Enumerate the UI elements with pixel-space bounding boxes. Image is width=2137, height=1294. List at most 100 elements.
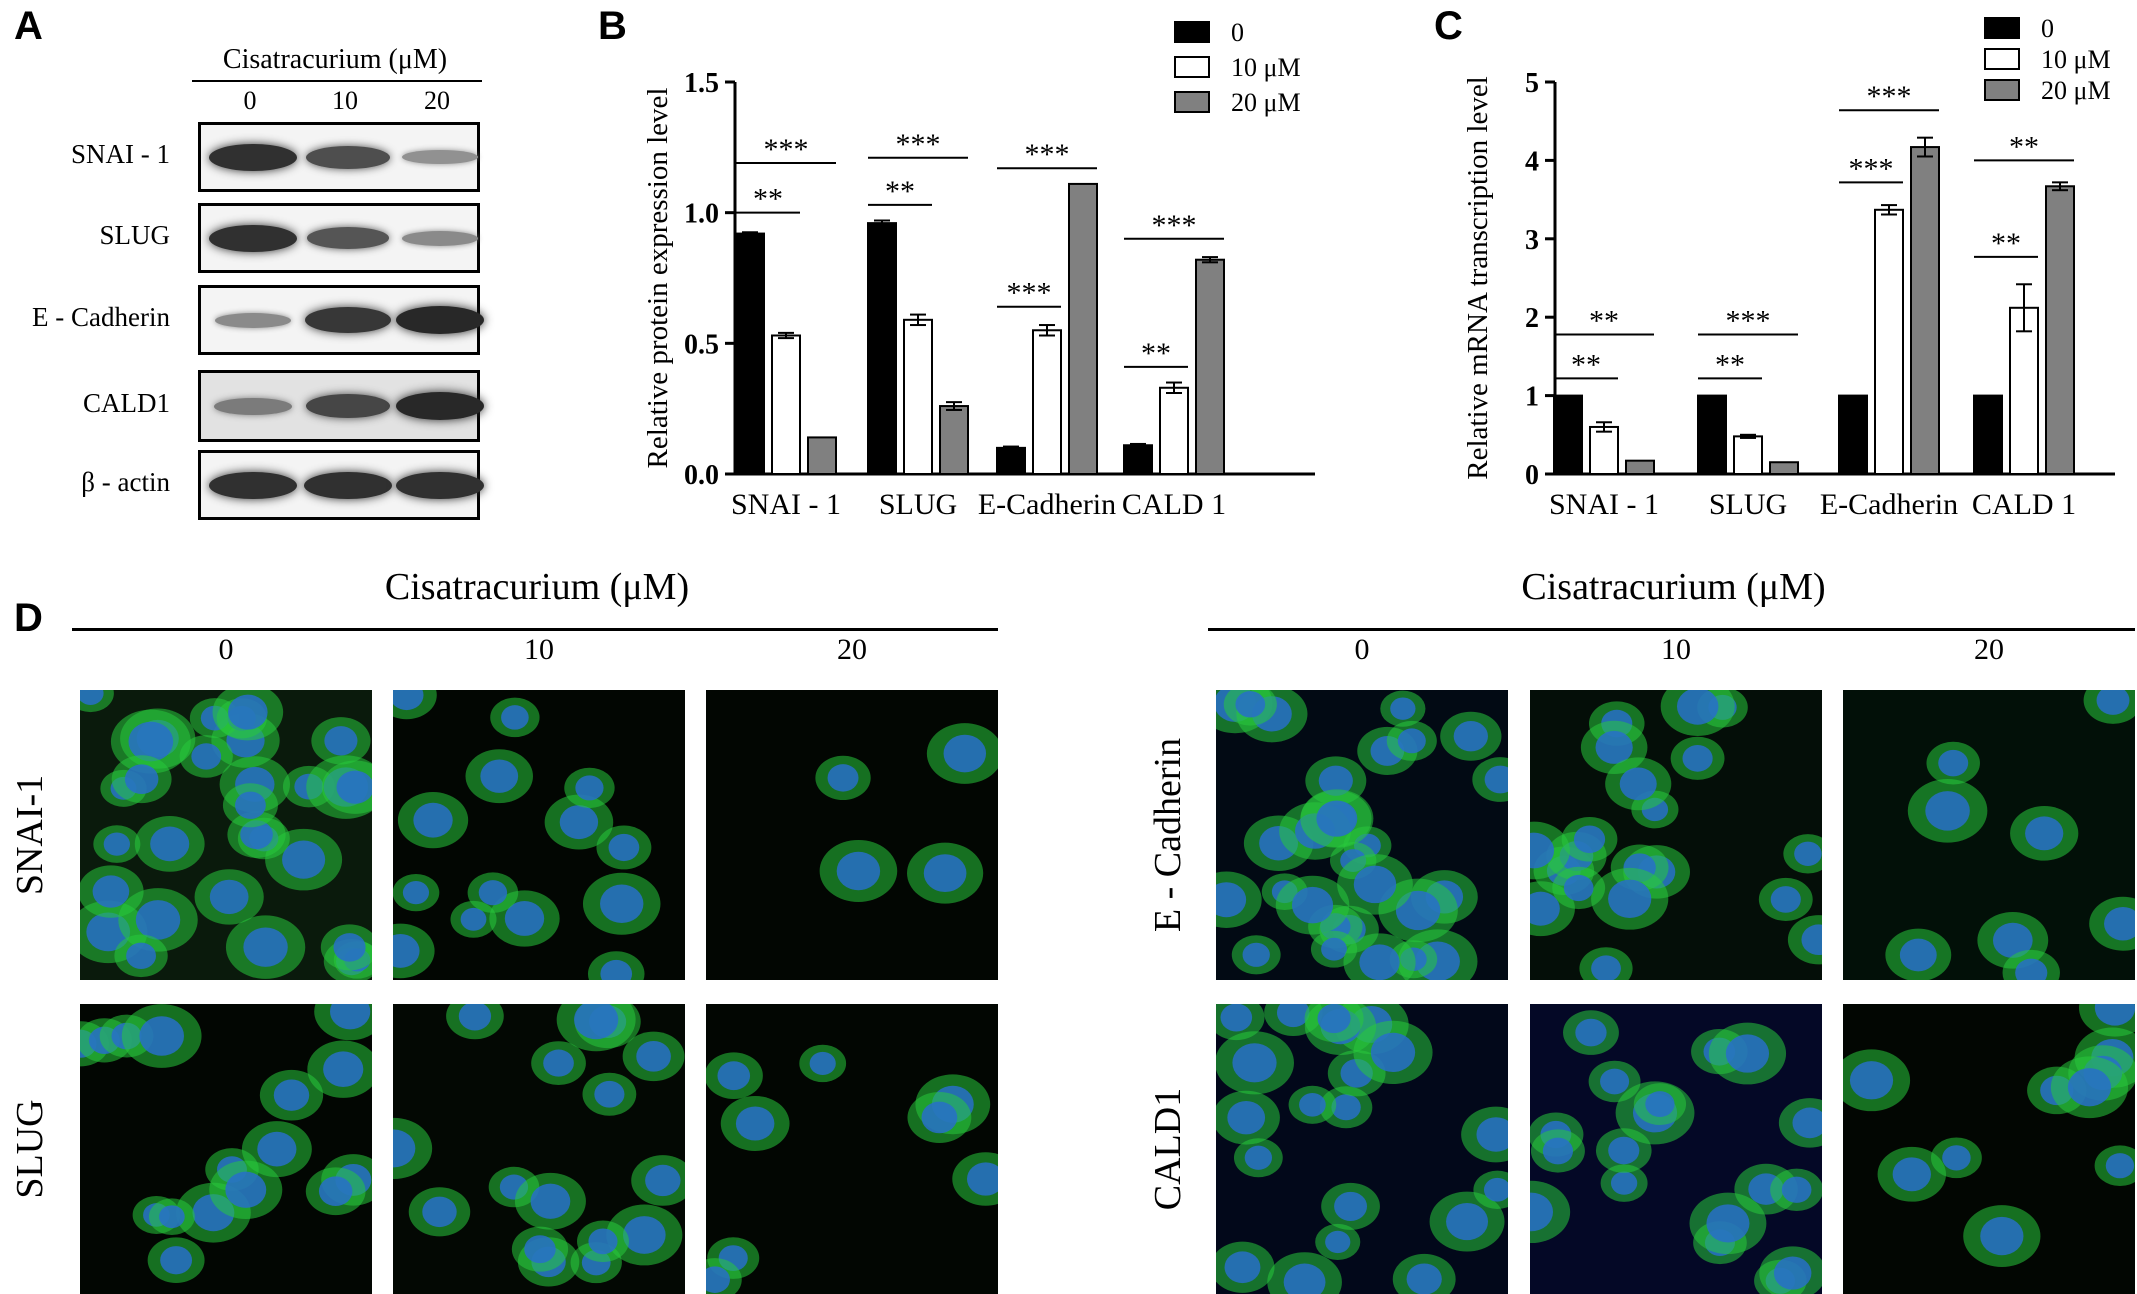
y-tick-label: 2 xyxy=(1525,303,1539,334)
microscopy-lane-label: 10 xyxy=(524,633,554,666)
microscopy-image xyxy=(706,1004,998,1294)
microscopy-image xyxy=(393,690,685,980)
blot-band xyxy=(209,224,297,252)
microscopy-image xyxy=(80,1004,372,1294)
microscopy-image xyxy=(1843,1004,2135,1294)
legend-swatch xyxy=(1174,91,1210,113)
x-tick-label: CALD 1 xyxy=(1122,488,1226,521)
bar xyxy=(1769,461,1799,475)
bar xyxy=(939,405,969,476)
blot-title: Cisatracurium (μM) xyxy=(222,44,448,75)
legend-label: 20 μM xyxy=(1231,88,1301,117)
blot-band xyxy=(304,471,392,499)
panel-letter-c: C xyxy=(1434,4,1463,48)
blot-row-label: CALD1 xyxy=(83,388,170,418)
microscopy-lane-label: 10 xyxy=(1661,633,1691,666)
microscopy-row-label: SNAI-1 xyxy=(9,774,51,896)
blot-row-label: SLUG xyxy=(99,220,170,250)
y-tick-label: 0.5 xyxy=(684,329,719,360)
bar xyxy=(867,222,897,475)
x-tick-label: E-Cadherin xyxy=(1820,488,1958,521)
panel-letter-b: B xyxy=(598,4,627,48)
legend-swatch xyxy=(1174,21,1210,43)
microscopy-image xyxy=(1843,690,2135,980)
microscopy-row-label: E - Cadherin xyxy=(1147,737,1189,933)
microscopy-row-label: SLUG xyxy=(9,1099,51,1199)
microscopy-row-label: CALD1 xyxy=(1147,1087,1189,1211)
significance-label: ** xyxy=(885,175,915,208)
significance-label: ** xyxy=(1141,337,1171,370)
bar xyxy=(1733,435,1763,476)
microscopy-group-underline xyxy=(1208,628,2135,631)
blot-band xyxy=(306,227,390,249)
bar xyxy=(735,232,765,475)
blot-band xyxy=(401,230,479,246)
bar xyxy=(903,318,933,475)
microscopy-image xyxy=(706,690,998,980)
microscopy-lane-label: 0 xyxy=(1354,633,1370,666)
microscopy-image xyxy=(80,690,372,980)
y-axis-label: Relative mRNA transcription level xyxy=(1462,76,1494,480)
blot-band xyxy=(209,471,297,499)
bar xyxy=(1589,425,1619,475)
blot-row-label: SNAI - 1 xyxy=(71,139,170,169)
blot-band xyxy=(304,307,392,333)
blot-band xyxy=(209,143,297,171)
blot-strip xyxy=(198,203,480,273)
blot-band xyxy=(402,150,478,164)
microscopy-lane-label: 0 xyxy=(218,633,234,666)
blot-strip xyxy=(198,370,484,442)
legend-swatch xyxy=(1984,79,2020,101)
microscopy-image xyxy=(1530,690,1822,980)
blot-strip xyxy=(198,122,480,192)
microscopy-lane-label: 20 xyxy=(837,633,867,666)
legend-swatch xyxy=(1984,17,2020,39)
legend-label: 20 μM xyxy=(2041,76,2111,105)
blot-strip xyxy=(198,285,484,355)
bar xyxy=(1068,182,1098,475)
x-tick-label: CALD 1 xyxy=(1972,488,2076,521)
blot-band xyxy=(396,392,484,420)
blot-band xyxy=(396,471,484,499)
significance-label: *** xyxy=(1867,80,1912,113)
blot-title-underline xyxy=(192,80,482,82)
significance-label: ** xyxy=(1991,227,2021,260)
microscopy-image xyxy=(1216,1004,1508,1294)
bar xyxy=(1973,394,2003,476)
x-tick-label: SLUG xyxy=(879,488,957,521)
blot-band xyxy=(306,145,390,169)
blot-row-label: E - Cadherin xyxy=(32,302,170,332)
bar xyxy=(1910,146,1940,476)
microscopy-image xyxy=(1216,690,1508,980)
significance-label: ** xyxy=(2009,130,2039,163)
microscopy-image xyxy=(393,1004,685,1294)
significance-label: ** xyxy=(1715,348,1745,381)
bar xyxy=(2009,306,2039,475)
x-tick-label: SNAI - 1 xyxy=(1549,488,1659,521)
blot-band xyxy=(214,312,292,328)
microscopy-lane-label: 20 xyxy=(1974,633,2004,666)
bar xyxy=(1553,394,1583,476)
y-tick-label: 1.0 xyxy=(684,199,719,230)
legend-label: 0 xyxy=(2041,14,2054,43)
y-tick-label: 4 xyxy=(1525,146,1539,177)
bar xyxy=(1625,459,1655,475)
microscopy-group-underline xyxy=(72,628,998,631)
y-tick-label: 0 xyxy=(1525,460,1539,491)
bar xyxy=(2045,185,2075,475)
blot-band xyxy=(213,397,293,415)
significance-label: *** xyxy=(896,128,941,161)
significance-label: ** xyxy=(753,183,783,216)
legend-label: 0 xyxy=(1231,18,1244,47)
blot-band xyxy=(305,394,391,418)
significance-label: *** xyxy=(1152,209,1197,242)
y-tick-label: 1.5 xyxy=(684,68,719,99)
y-tick-label: 1 xyxy=(1525,382,1539,413)
x-tick-label: SLUG xyxy=(1709,488,1787,521)
y-tick-label: 3 xyxy=(1525,225,1539,256)
significance-label: *** xyxy=(1849,152,1894,185)
y-tick-label: 5 xyxy=(1525,68,1539,99)
microscopy-image xyxy=(1530,1004,1822,1294)
bar xyxy=(1123,444,1153,475)
x-tick-label: SNAI - 1 xyxy=(731,488,841,521)
